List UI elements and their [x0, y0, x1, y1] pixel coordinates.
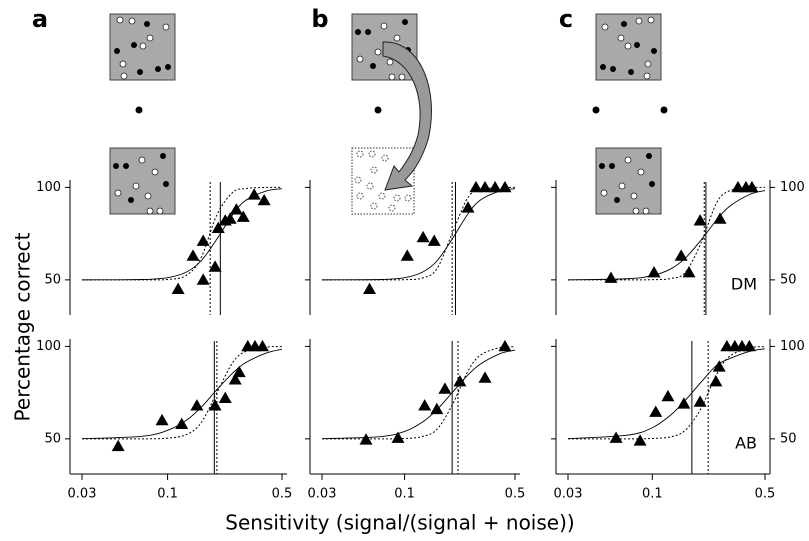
y-axis-title: Percentage correct [11, 232, 35, 421]
panel: 0.03 0.1 0.5 [305, 339, 525, 502]
data-point [208, 260, 222, 272]
fit-curve [567, 186, 766, 281]
x-tick-label: 0.1 [394, 487, 415, 502]
data-point [647, 265, 661, 278]
panel-letter: c [559, 5, 573, 33]
data-point [478, 371, 492, 383]
fit-curve [567, 348, 766, 440]
data-point [693, 395, 707, 407]
data-point [190, 399, 204, 411]
data-point [609, 431, 623, 443]
fit-curve [321, 349, 516, 440]
panel: 50 100 [36, 180, 283, 315]
data-point [438, 382, 452, 394]
data-point [229, 203, 243, 215]
data-point [488, 180, 502, 193]
data-point [228, 373, 242, 385]
x-tick-label: 0.5 [755, 487, 776, 502]
x-tick-label: 0.03 [308, 487, 337, 502]
panel-label: AB [735, 434, 757, 453]
data-point [498, 339, 512, 352]
data-point [712, 360, 726, 372]
fit-curve [81, 186, 283, 281]
data-point [713, 212, 727, 224]
data-point [633, 434, 647, 446]
panel [305, 180, 516, 315]
data-point [175, 417, 189, 429]
panel: 50 100 0.03 0.1 0.5 AB [551, 339, 805, 502]
panel-letter: a [32, 5, 48, 33]
data-point [236, 210, 250, 222]
data-point [478, 180, 492, 193]
y-tick-label: 50 [44, 431, 61, 446]
fit-curve [81, 348, 283, 440]
data-point [469, 180, 483, 193]
data-point [682, 265, 696, 278]
x-tick-label: 0.03 [68, 487, 97, 502]
y-tick-label: 100 [780, 180, 805, 195]
data-point [400, 249, 414, 261]
x-tick-label: 0.03 [554, 487, 583, 502]
y-tick-label: 100 [780, 339, 805, 354]
data-point [247, 188, 261, 200]
panel-letter: b [311, 5, 328, 33]
data-point [196, 273, 210, 285]
data-point [418, 399, 432, 411]
data-point [453, 375, 467, 387]
y-tick-label: 100 [36, 180, 61, 195]
data-point [709, 375, 723, 387]
data-point [211, 221, 225, 233]
data-point [218, 391, 232, 404]
data-point [742, 339, 756, 352]
data-point [155, 413, 169, 426]
inset-a [109, 13, 176, 215]
inset-b [351, 13, 432, 215]
inset-c [592, 13, 668, 215]
fit-curve [567, 190, 766, 281]
y-tick-label: 50 [780, 431, 797, 446]
data-point [232, 365, 246, 378]
data-point [693, 214, 707, 226]
data-point [255, 339, 269, 352]
data-point [208, 399, 222, 411]
data-point [391, 431, 405, 443]
data-point [359, 433, 373, 445]
data-point [674, 249, 688, 261]
data-point [186, 249, 200, 261]
data-point [171, 282, 185, 294]
data-point [745, 180, 759, 193]
data-point [257, 193, 271, 206]
data-point [461, 201, 475, 213]
x-tick-label: 0.5 [505, 487, 526, 502]
x-tick-label: 0.1 [642, 487, 663, 502]
data-point [498, 180, 512, 193]
fit-curve [321, 186, 516, 281]
data-point [677, 397, 691, 409]
data-point [416, 230, 430, 243]
x-axis-title: Sensitivity (signal/(signal + noise)) [225, 511, 574, 535]
data-point [649, 405, 663, 417]
panel: 50 100 DM [551, 180, 805, 315]
data-point [363, 282, 377, 294]
data-point [604, 271, 618, 283]
data-point [661, 389, 675, 402]
fit-curve [321, 188, 516, 281]
x-tick-label: 0.1 [157, 487, 178, 502]
panel: 50 100 0.03 0.1 0.5 [36, 339, 292, 502]
y-tick-label: 50 [44, 272, 61, 287]
data-point [111, 439, 125, 452]
data-point [430, 402, 444, 415]
y-tick-label: 100 [36, 339, 61, 354]
y-tick-label: 50 [780, 272, 797, 287]
data-point [223, 212, 237, 224]
data-point [427, 234, 441, 246]
panel-label: DM [731, 275, 757, 294]
x-tick-label: 0.5 [272, 487, 293, 502]
data-point [196, 234, 210, 246]
